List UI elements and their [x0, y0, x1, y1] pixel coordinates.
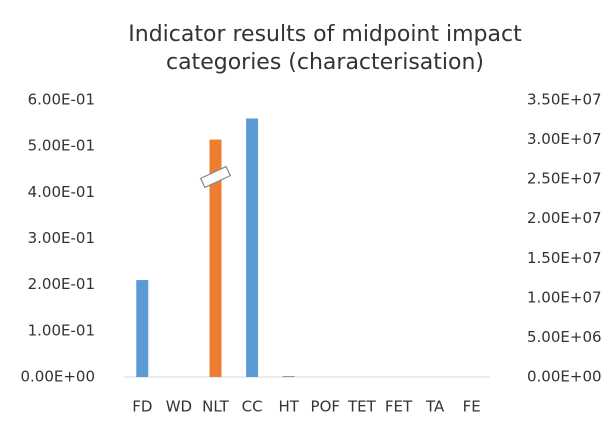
- y2-tick-label: 1.00E+07: [527, 288, 602, 306]
- y-tick-label: 4.00E-01: [28, 183, 95, 201]
- chart-title: Indicator results of midpoint impact cate…: [128, 22, 522, 75]
- x-tick-label: HT: [278, 398, 299, 416]
- x-tick-label: POF: [311, 398, 340, 416]
- y-tick-label: 0.00E+00: [20, 368, 95, 386]
- y2-tick-label: 2.50E+07: [527, 170, 602, 188]
- bar: [282, 376, 295, 377]
- y-tick-label: 5.00E-01: [28, 137, 95, 155]
- y2-tick-label: 3.00E+07: [527, 130, 602, 148]
- x-tick-label: FD: [132, 398, 152, 416]
- x-tick-label: WD: [166, 398, 192, 416]
- y2-tick-label: 3.50E+07: [527, 91, 602, 109]
- x-tick-label: TA: [425, 398, 445, 416]
- x-tick-label: TET: [347, 398, 377, 416]
- x-tick-label: CC: [242, 398, 263, 416]
- y-tick-label: 6.00E-01: [28, 91, 95, 109]
- y-tick-label: 1.00E-01: [28, 321, 95, 339]
- bar: [209, 139, 222, 377]
- break-symbol: [199, 165, 232, 189]
- y2-tick-label: 5.00E+06: [527, 328, 602, 346]
- y-tick-label: 2.00E-01: [28, 275, 95, 293]
- x-tick-label: FET: [385, 398, 413, 416]
- y2-tick-label: 1.50E+07: [527, 249, 602, 267]
- bar: [246, 118, 259, 377]
- y2-tick-label: 2.00E+07: [527, 209, 602, 227]
- y2-tick-label: 0.00E+00: [527, 368, 602, 386]
- x-tick-label: FE: [463, 398, 481, 416]
- x-tick-label: NLT: [202, 398, 230, 416]
- bar: [136, 280, 149, 377]
- y-tick-label: 3.00E-01: [28, 229, 95, 247]
